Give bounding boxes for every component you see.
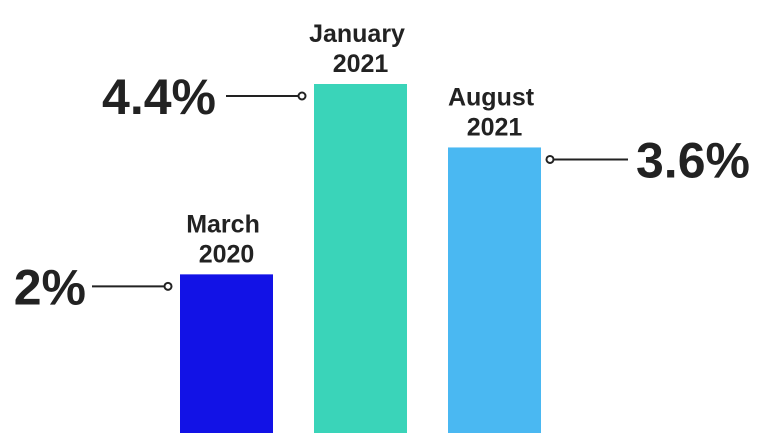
leader-dot-march-2020 [163,281,173,291]
category-label-march-2020-line2: 2020 [199,240,255,268]
leader-dot-january-2021 [297,91,307,101]
category-label-august-2021-line1: August [448,83,535,111]
bar-january-2021-group: January 2021 4.4% [102,20,412,433]
category-label-january-2021-line1: January [309,20,405,48]
category-label-march-2020-line1: March [186,210,260,238]
category-label-january-2021-line2: 2021 [333,50,389,78]
value-label-august-2021: 3.6% [636,132,750,188]
category-label-august-2021-line2: 2021 [467,113,523,141]
category-label-august-2021: August 2021 [448,83,541,141]
bar-march-2020-group: March 2020 2% [14,210,273,433]
bar-january-2021 [314,84,407,433]
value-label-march-2020: 2% [14,259,86,315]
category-label-march-2020: March 2020 [186,210,267,268]
bar-august-2021-group: August 2021 3.6% [448,83,750,433]
value-label-january-2021: 4.4% [102,69,216,125]
bar-march-2020 [180,274,273,433]
bar-august-2021 [448,147,541,433]
category-label-january-2021: January 2021 [309,20,412,78]
leader-dot-august-2021 [545,154,555,164]
